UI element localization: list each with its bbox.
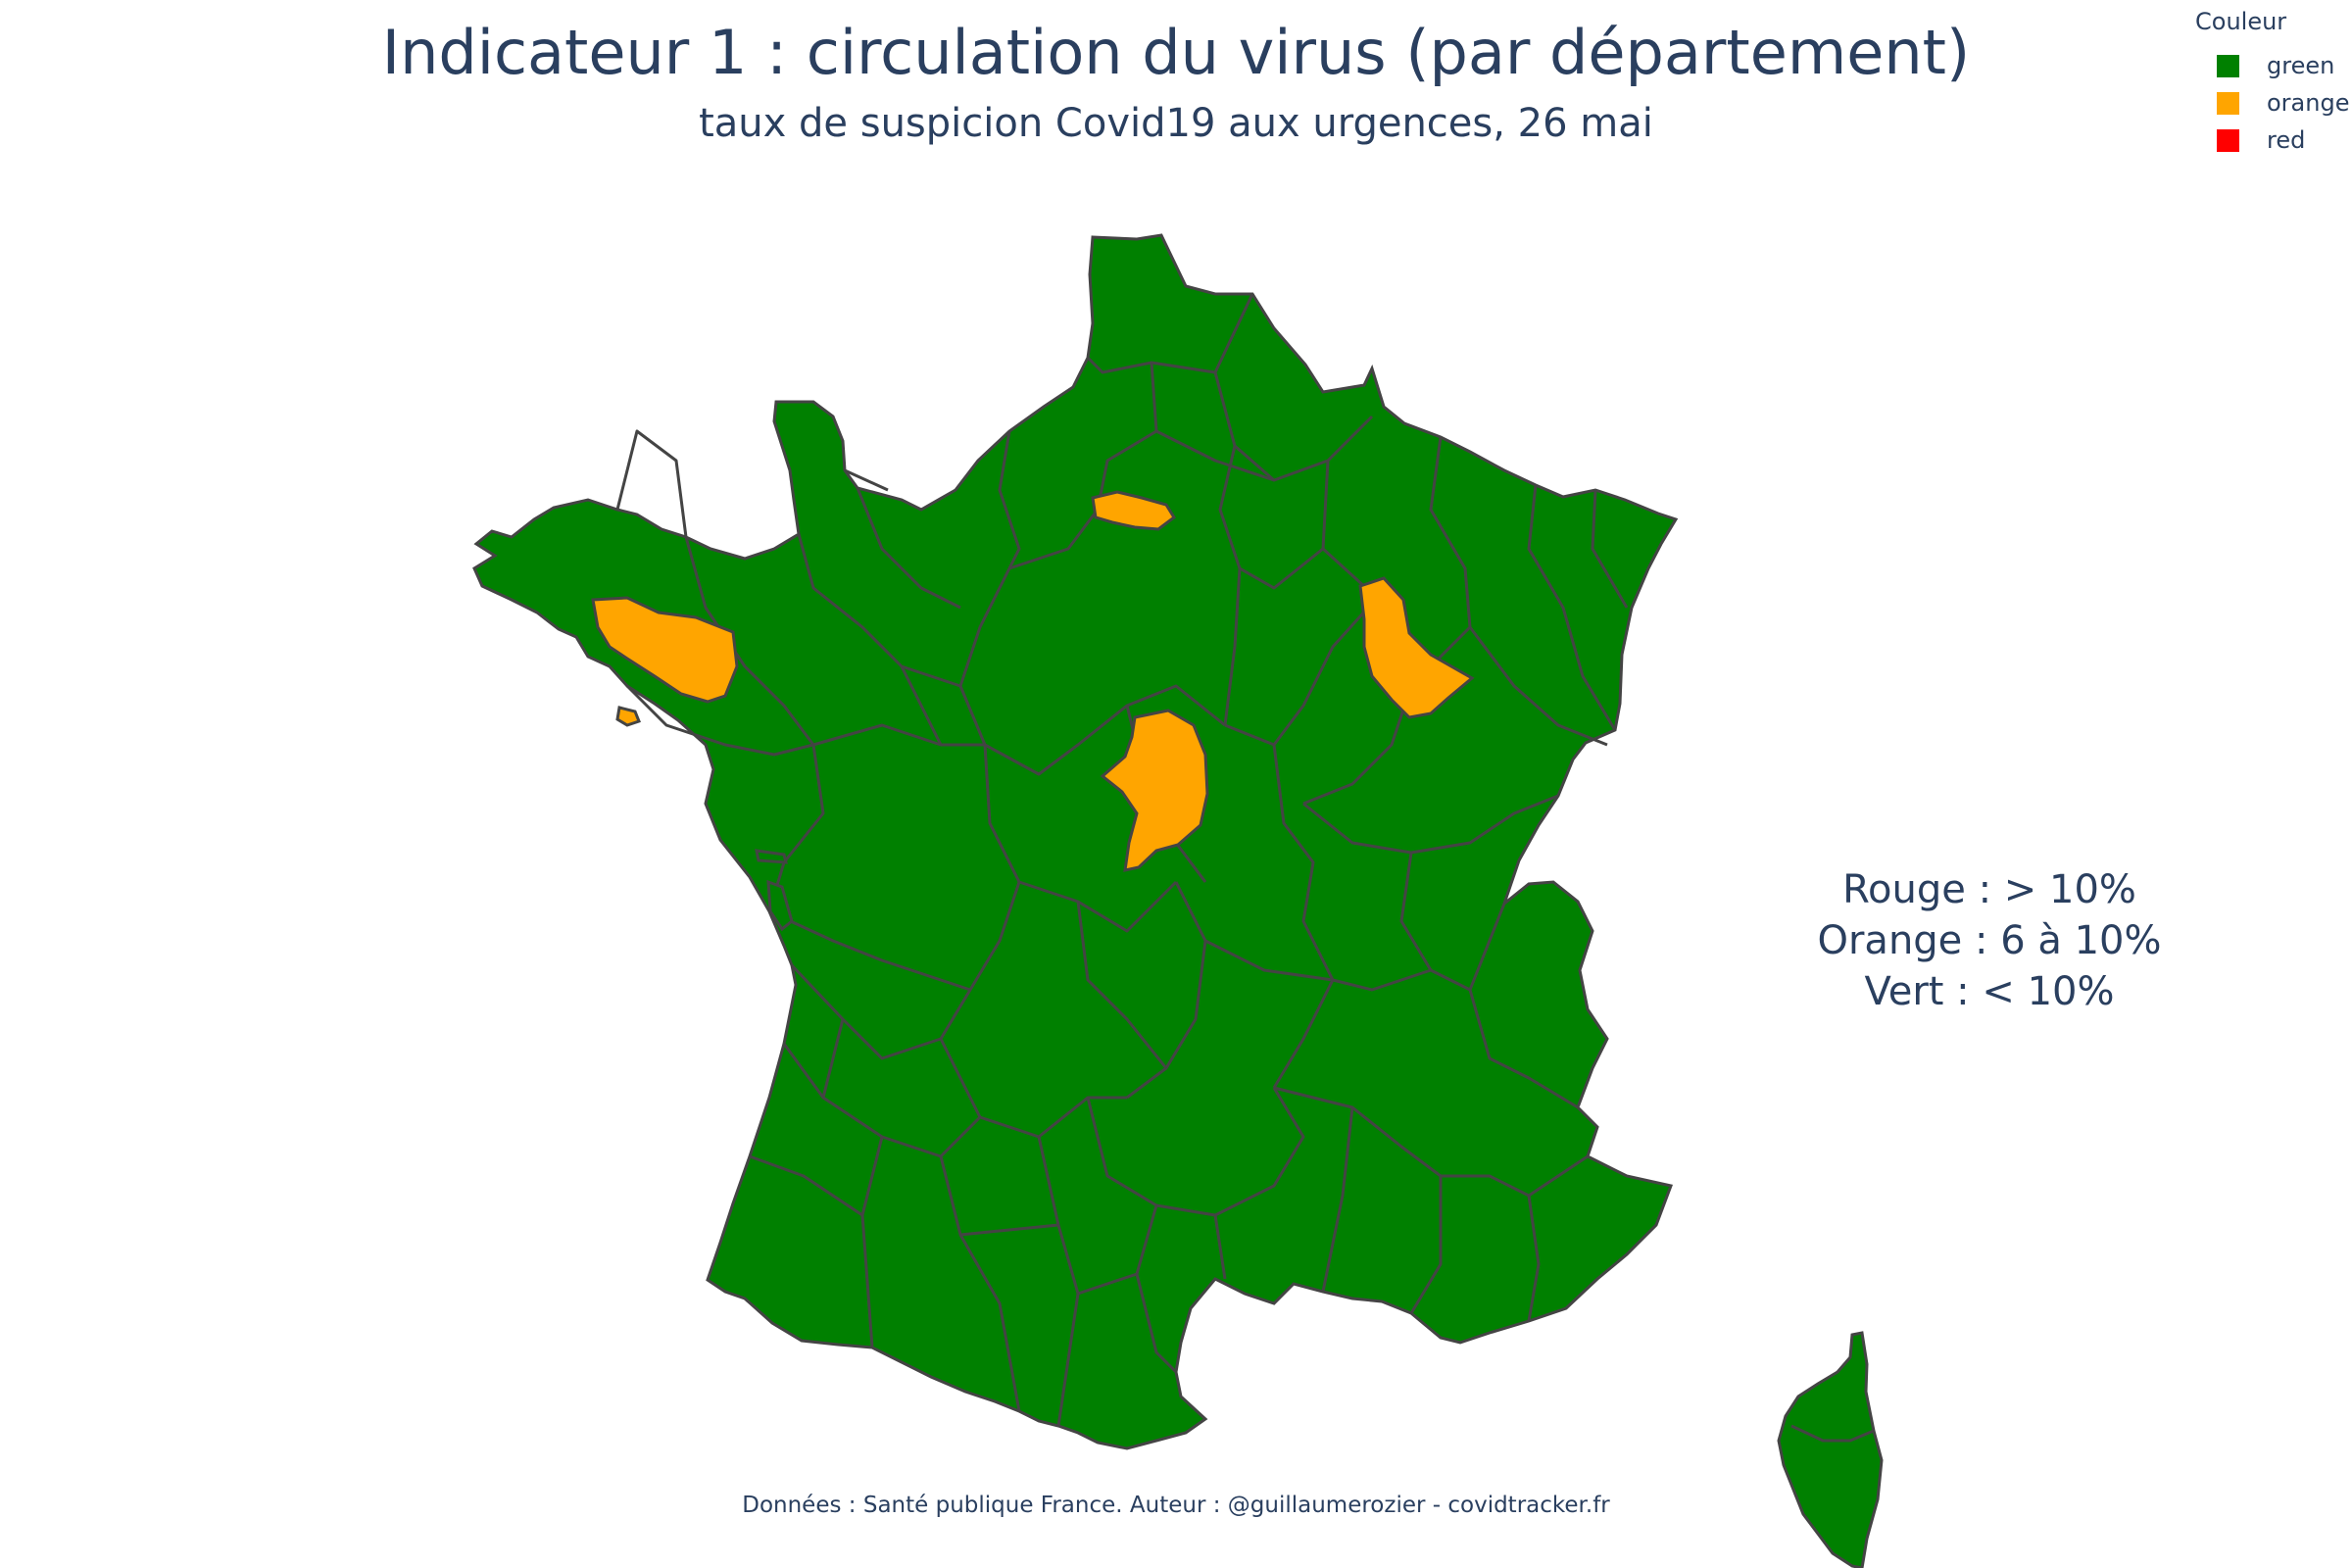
legend: Couleur green orange red xyxy=(2195,6,2349,154)
department-cotes-d-armor xyxy=(591,596,739,704)
legend-item-red[interactable]: red xyxy=(2217,122,2305,159)
corsica-border xyxy=(1790,1424,1875,1443)
legend-title: Couleur xyxy=(2195,8,2287,35)
legend-swatch-orange xyxy=(2217,91,2239,115)
threshold-rouge: Rouge : > 10% xyxy=(1842,867,2136,912)
map-subtitle: taux de suspicion Covid19 aux urgences, … xyxy=(699,101,1653,146)
department-borders xyxy=(615,293,1629,1427)
belle-ile-island xyxy=(615,706,641,727)
department-val-d-oise xyxy=(1091,490,1176,531)
map-title: Indicateur 1 : circulation du virus (par… xyxy=(381,17,1971,88)
legend-item-green[interactable]: green xyxy=(2217,47,2334,84)
mainland-outline xyxy=(472,233,1679,1450)
corsica xyxy=(1777,1331,1884,1568)
legend-label-orange: orange xyxy=(2267,89,2350,117)
legend-swatch-green xyxy=(2217,54,2239,77)
department-cher xyxy=(1100,709,1209,872)
source-credit: Données : Santé publique France. Auteur … xyxy=(742,1493,1610,1518)
legend-label-green: green xyxy=(2267,52,2335,79)
ile-d-oleron xyxy=(766,879,794,932)
legend-label-red: red xyxy=(2267,126,2306,154)
department-haute-marne xyxy=(1358,576,1475,719)
threshold-orange: Orange : 6 à 10% xyxy=(1817,918,2162,963)
threshold-annotation: Rouge : > 10% Orange : 6 à 10% Vert : < … xyxy=(1774,864,2205,1017)
mainland-france xyxy=(472,233,1679,1450)
legend-item-orange[interactable]: orange xyxy=(2217,84,2349,122)
legend-swatch-red xyxy=(2217,128,2239,152)
ile-de-re xyxy=(755,849,788,864)
threshold-vert: Vert : < 10% xyxy=(1864,969,2115,1014)
